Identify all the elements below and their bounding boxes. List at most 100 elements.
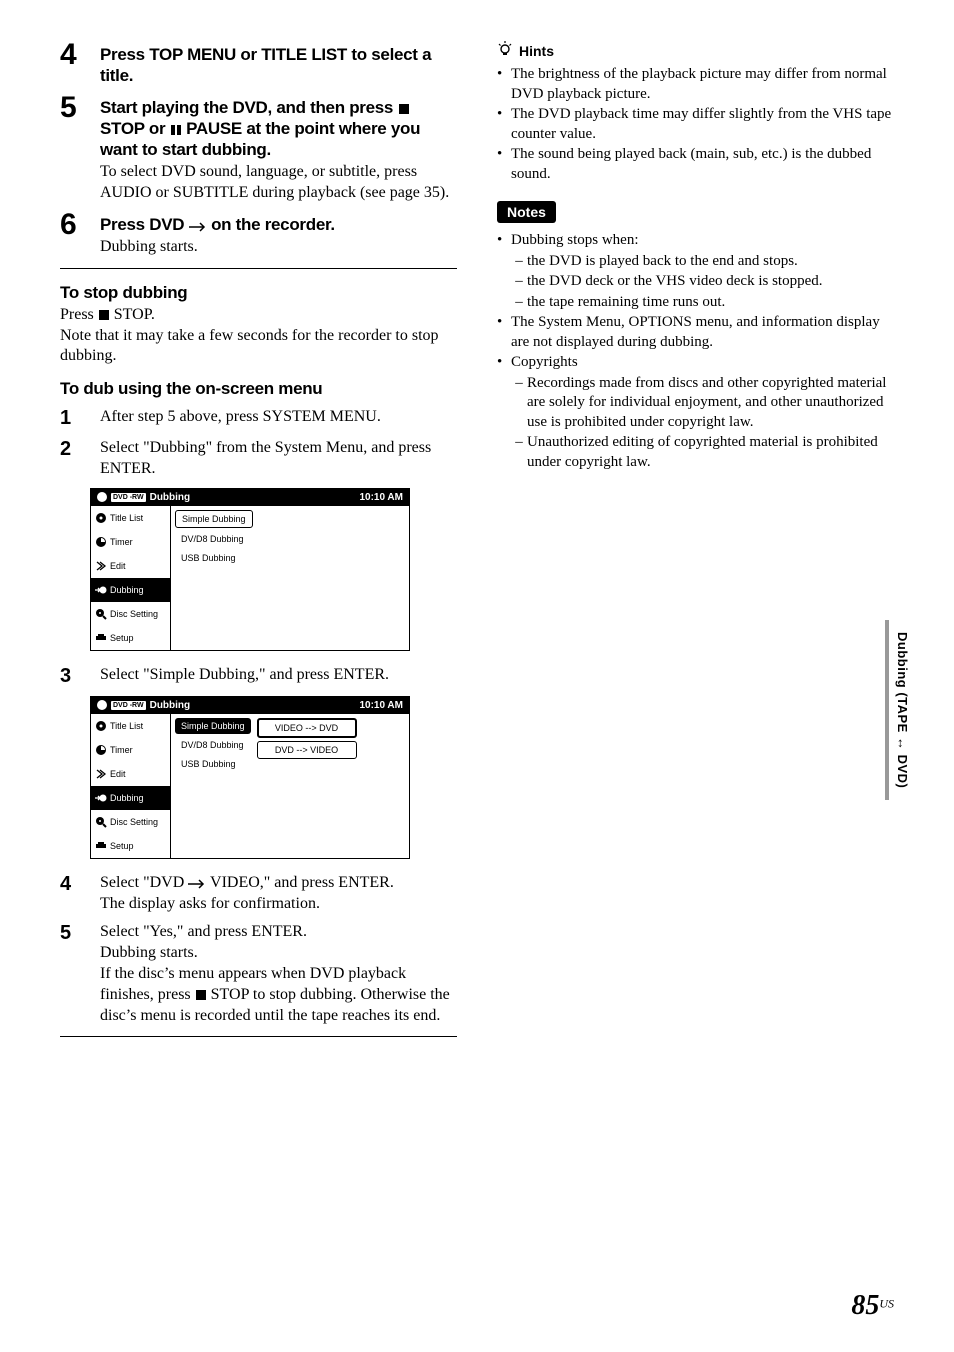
sidebar-item-dubbing[interactable]: Dubbing: [91, 578, 170, 602]
substep-1-num: 1: [60, 407, 100, 430]
note-3: Copyrights: [511, 353, 894, 373]
step-5: 5 Start playing the DVD, and then press …: [60, 93, 457, 204]
ss1-main: Simple Dubbing DV/D8 Dubbing USB Dubbing: [171, 506, 409, 650]
note-2: The System Menu, OPTIONS menu, and infor…: [511, 313, 894, 352]
stop-text-b: STOP.: [110, 306, 155, 323]
step-6-title-a: Press DVD: [100, 215, 189, 234]
substep-4-num: 4: [60, 873, 100, 896]
opt-usb-dubbing[interactable]: USB Dubbing: [175, 550, 253, 566]
note-1-sub-3: the tape remaining time runs out.: [527, 293, 894, 313]
ss2-header: DVD -RW Dubbing 10:10 AM: [91, 697, 409, 714]
section-tab: Dubbing (TAPE ↔ DVD): [885, 620, 914, 800]
opt-simple-dubbing-selected[interactable]: Simple Dubbing: [175, 718, 251, 734]
step-4: 4 Press TOP MENU or TITLE LIST to select…: [60, 40, 457, 87]
substep-3: 3 Select "Simple Dubbing," and press ENT…: [60, 665, 457, 688]
page-suffix: US: [879, 1297, 894, 1311]
substep-2-text: Select "Dubbing" from the System Menu, a…: [100, 438, 457, 480]
opt-dvd8-dubbing[interactable]: DV/D8 Dubbing: [175, 531, 253, 547]
opt-dvd-to-video[interactable]: DVD --> VIDEO: [257, 741, 357, 759]
menu-screenshot-1: DVD -RW Dubbing 10:10 AM Title List Time…: [90, 488, 410, 651]
ss1-time: 10:10 AM: [359, 492, 403, 503]
ss1-title: Dubbing: [150, 492, 191, 503]
notes-badge: Notes: [497, 201, 556, 223]
disc-icon: [97, 700, 107, 710]
opt-video-to-dvd[interactable]: VIDEO --> DVD: [257, 718, 357, 738]
sidebar-label-setup: Setup: [110, 633, 134, 643]
stop-text-a: Press: [60, 306, 98, 323]
sub4-a: Select "DVD: [100, 874, 188, 891]
titlelist-icon: [95, 720, 107, 732]
step-5-title: Start playing the DVD, and then press ST…: [100, 97, 457, 161]
separator-2: [60, 1036, 457, 1037]
timer-icon: [95, 536, 107, 548]
disc-icon: [97, 492, 107, 502]
page-number-value: 85: [851, 1290, 879, 1321]
step-5-text: To select DVD sound, language, or subtit…: [100, 162, 457, 204]
sidebar-item-titlelist[interactable]: Title List: [91, 506, 170, 530]
step-6-number: 6: [60, 210, 100, 240]
substep-5-text: Select "Yes," and press ENTER. Dubbing s…: [100, 922, 457, 1026]
substep-4-text: Select "DVD VIDEO," and press ENTER. The…: [100, 873, 457, 915]
sidebar-item-edit[interactable]: Edit: [91, 762, 170, 786]
sidebar-label-timer: Timer: [110, 745, 133, 755]
substep-3-text: Select "Simple Dubbing," and press ENTER…: [100, 665, 457, 686]
sidebar-item-discsetting[interactable]: Disc Setting: [91, 602, 170, 626]
sidebar-item-timer[interactable]: Timer: [91, 738, 170, 762]
sidebar-label-edit: Edit: [110, 561, 126, 571]
substep-1-text: After step 5 above, press SYSTEM MENU.: [100, 407, 457, 428]
sidebar-label-timer: Timer: [110, 537, 133, 547]
sidebar-item-edit[interactable]: Edit: [91, 554, 170, 578]
menu-screenshot-2: DVD -RW Dubbing 10:10 AM Title List Time…: [90, 696, 410, 859]
note-3-sub-1: Recordings made from discs and other cop…: [527, 374, 894, 433]
dub-onscreen-head: To dub using the on-screen menu: [60, 379, 457, 399]
opt-usb-dubbing[interactable]: USB Dubbing: [175, 756, 251, 772]
step-6-text: Dubbing starts.: [100, 237, 457, 258]
substep-5: 5 Select "Yes," and press ENTER. Dubbing…: [60, 922, 457, 1026]
sub5-a: Select "Yes," and press ENTER.: [100, 923, 307, 940]
sub4-c: The display asks for confirmation.: [100, 895, 320, 912]
ss2-time: 10:10 AM: [359, 700, 403, 711]
sidebar-label-setup: Setup: [110, 841, 134, 851]
dubbing-icon: [95, 792, 107, 804]
arrow-right-icon: [189, 222, 207, 232]
left-column: 4 Press TOP MENU or TITLE LIST to select…: [60, 40, 457, 1051]
sidebar-item-discsetting[interactable]: Disc Setting: [91, 810, 170, 834]
discsetting-icon: [95, 608, 107, 620]
dvd-badge: DVD -RW: [111, 701, 146, 710]
note-1-sub-1: the DVD is played back to the end and st…: [527, 252, 894, 272]
opt-dvd8-dubbing[interactable]: DV/D8 Dubbing: [175, 737, 251, 753]
discsetting-icon: [95, 816, 107, 828]
hint-1: The brightness of the playback picture m…: [511, 65, 894, 104]
edit-icon: [95, 768, 107, 780]
sidebar-item-setup[interactable]: Setup: [91, 834, 170, 858]
substep-2: 2 Select "Dubbing" from the System Menu,…: [60, 438, 457, 480]
sidebar-label-edit: Edit: [110, 769, 126, 779]
edit-icon: [95, 560, 107, 572]
sidebar-item-dubbing[interactable]: Dubbing: [91, 786, 170, 810]
substep-3-num: 3: [60, 665, 100, 688]
sidebar-label-discsetting: Disc Setting: [110, 817, 158, 827]
separator: [60, 268, 457, 269]
dubbing-icon: [95, 584, 107, 596]
sidebar-label-dubbing: Dubbing: [110, 585, 144, 595]
sidebar-item-titlelist[interactable]: Title List: [91, 714, 170, 738]
note-1: Dubbing stops when:: [511, 231, 894, 251]
ss1-sidebar: Title List Timer Edit Dubbing Disc Setti…: [91, 506, 171, 650]
page-number: 85US: [851, 1290, 894, 1322]
stop-icon: [398, 103, 410, 115]
step-4-number: 4: [60, 40, 100, 70]
titlelist-icon: [95, 512, 107, 524]
step-6-title: Press DVD on the recorder.: [100, 214, 457, 235]
setup-icon: [95, 840, 107, 852]
pause-icon: [170, 124, 182, 136]
step-5-number: 5: [60, 93, 100, 123]
sidebar-label-discsetting: Disc Setting: [110, 609, 158, 619]
sidebar-item-timer[interactable]: Timer: [91, 530, 170, 554]
opt-simple-dubbing[interactable]: Simple Dubbing: [175, 510, 253, 528]
ss2-sidebar: Title List Timer Edit Dubbing Disc Setti…: [91, 714, 171, 858]
setup-icon: [95, 632, 107, 644]
hint-3: The sound being played back (main, sub, …: [511, 145, 894, 184]
step-6-title-b: on the recorder.: [207, 215, 335, 234]
hints-header: Hints: [497, 40, 894, 61]
sidebar-item-setup[interactable]: Setup: [91, 626, 170, 650]
